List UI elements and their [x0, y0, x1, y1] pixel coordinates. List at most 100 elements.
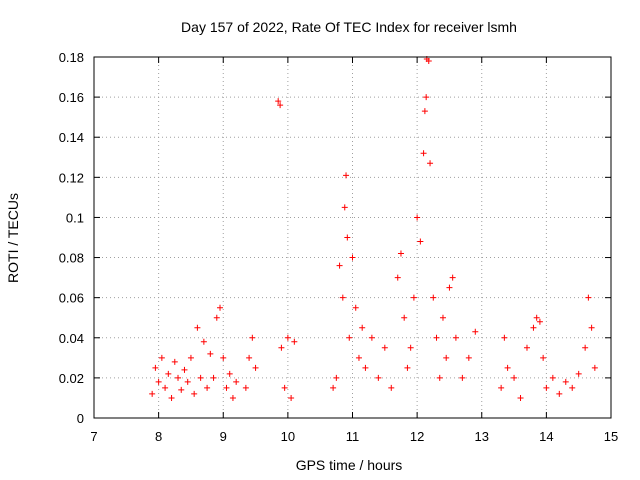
- data-point: [582, 344, 589, 351]
- data-point: [439, 314, 446, 321]
- data-point: [459, 374, 466, 381]
- y-tick-label: 0: [77, 411, 84, 426]
- y-tick-label: 0.02: [59, 371, 84, 386]
- data-point: [349, 254, 356, 261]
- data-point: [252, 364, 259, 371]
- data-point: [511, 374, 518, 381]
- data-point: [501, 334, 508, 341]
- data-point: [184, 378, 191, 385]
- y-tick-label: 0.1: [66, 210, 84, 225]
- x-tick-label: 7: [90, 429, 97, 444]
- data-point: [281, 384, 288, 391]
- data-point: [421, 108, 428, 115]
- data-point: [410, 294, 417, 301]
- data-points-layer: [149, 56, 598, 401]
- x-tick-label: 11: [346, 429, 360, 444]
- data-point: [549, 374, 556, 381]
- grid-layer: [94, 57, 611, 418]
- data-point: [191, 390, 198, 397]
- data-point: [452, 334, 459, 341]
- data-point: [242, 384, 249, 391]
- data-point: [210, 374, 217, 381]
- data-point: [425, 58, 432, 65]
- y-tick-label: 0.18: [59, 50, 84, 65]
- data-point: [275, 98, 282, 105]
- data-point: [388, 384, 395, 391]
- data-point: [375, 374, 382, 381]
- data-point: [233, 378, 240, 385]
- data-point: [498, 384, 505, 391]
- y-tick-label: 0.06: [59, 291, 84, 306]
- data-point: [341, 204, 348, 211]
- data-point: [449, 274, 456, 281]
- data-point: [277, 102, 284, 109]
- data-point: [229, 394, 236, 401]
- data-point: [178, 386, 185, 393]
- data-point: [249, 334, 256, 341]
- data-point: [443, 354, 450, 361]
- x-tick-label: 8: [155, 429, 162, 444]
- x-tick-label: 12: [410, 429, 424, 444]
- data-point: [394, 274, 401, 281]
- data-point: [427, 160, 434, 167]
- x-axis-title: GPS time / hours: [296, 457, 403, 473]
- data-point: [330, 384, 337, 391]
- data-point: [430, 294, 437, 301]
- data-point: [407, 344, 414, 351]
- data-point: [226, 370, 233, 377]
- data-point: [517, 394, 524, 401]
- data-point: [575, 370, 582, 377]
- data-point: [336, 262, 343, 269]
- data-point: [155, 378, 162, 385]
- data-point: [401, 314, 408, 321]
- data-point: [414, 214, 421, 221]
- data-point: [220, 354, 227, 361]
- data-point: [436, 374, 443, 381]
- data-point: [333, 374, 340, 381]
- data-point: [187, 354, 194, 361]
- y-tick-label: 0.16: [59, 90, 84, 105]
- data-point: [339, 294, 346, 301]
- data-point: [197, 374, 204, 381]
- data-point: [284, 334, 291, 341]
- data-point: [585, 294, 592, 301]
- data-point: [171, 358, 178, 365]
- data-point: [446, 284, 453, 291]
- x-tick-label: 15: [604, 429, 618, 444]
- data-point: [417, 238, 424, 245]
- data-point: [381, 344, 388, 351]
- data-point: [591, 364, 598, 371]
- data-point: [368, 334, 375, 341]
- data-point: [204, 384, 211, 391]
- data-point: [504, 364, 511, 371]
- data-point: [288, 394, 295, 401]
- data-point: [152, 364, 159, 371]
- y-tick-label: 0.08: [59, 251, 84, 266]
- x-tick-label: 13: [475, 429, 489, 444]
- data-point: [523, 344, 530, 351]
- data-point: [207, 350, 214, 357]
- data-point: [404, 364, 411, 371]
- data-point: [194, 324, 201, 331]
- data-point: [530, 324, 537, 331]
- data-point: [362, 364, 369, 371]
- data-point: [569, 384, 576, 391]
- data-point: [536, 318, 543, 325]
- data-point: [344, 234, 351, 241]
- y-tick-label: 0.14: [59, 130, 84, 145]
- data-point: [175, 374, 182, 381]
- data-point: [533, 314, 540, 321]
- data-point: [278, 344, 285, 351]
- data-point: [168, 394, 175, 401]
- data-point: [562, 378, 569, 385]
- data-point: [420, 150, 427, 157]
- data-point: [588, 324, 595, 331]
- data-point: [158, 354, 165, 361]
- data-point: [165, 370, 172, 377]
- x-tick-label: 14: [539, 429, 553, 444]
- data-point: [162, 384, 169, 391]
- data-point: [200, 338, 207, 345]
- data-point: [423, 94, 430, 101]
